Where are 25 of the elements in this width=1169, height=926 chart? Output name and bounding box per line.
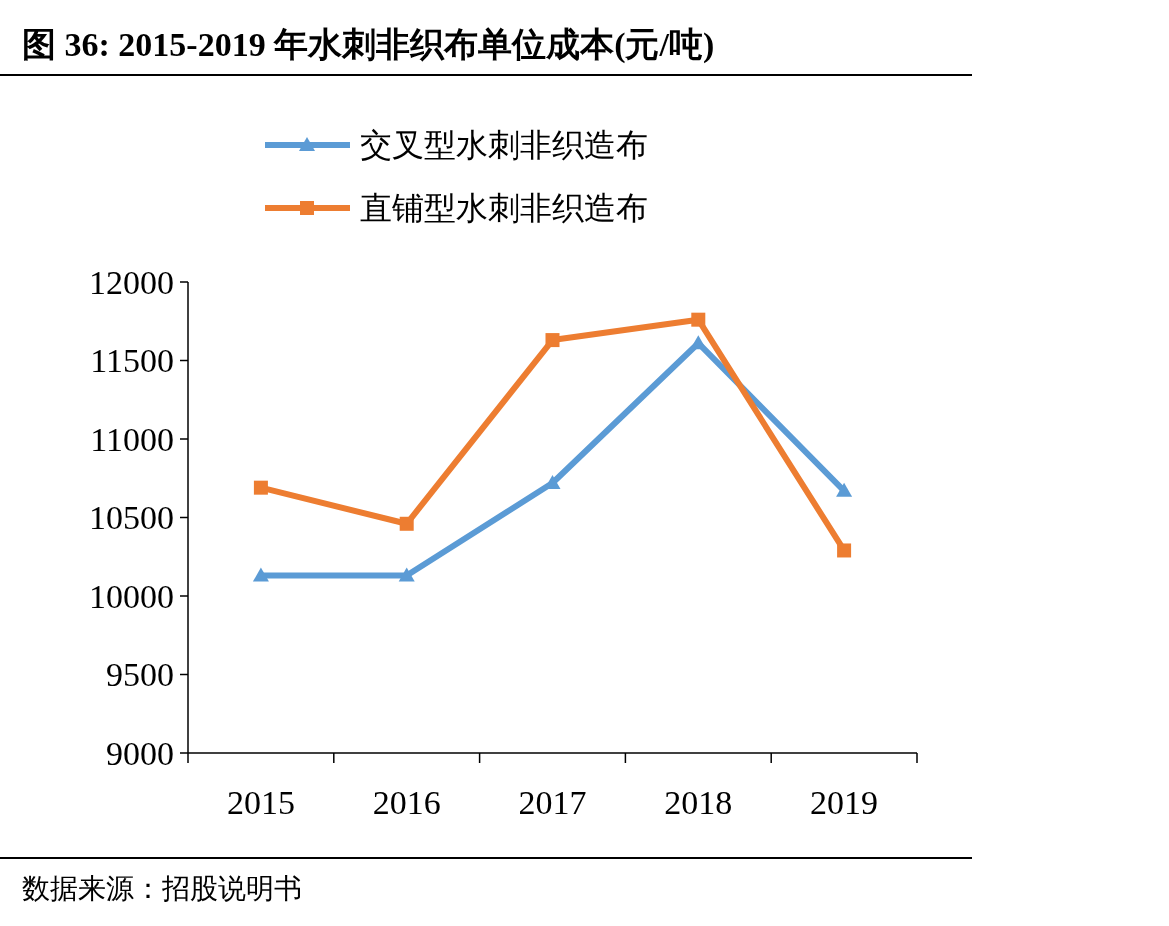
point [545, 333, 560, 348]
x-tick-label: 2016 [372, 784, 441, 821]
legend-label: 直铺型水刺非织造布 [360, 190, 648, 226]
y-tick-label: 10500 [89, 499, 174, 537]
x-tick-label: 2018 [664, 784, 733, 821]
legend-label: 交叉型水刺非织造布 [360, 127, 648, 163]
x-tick-label: 2017 [518, 784, 587, 821]
point [836, 482, 853, 497]
point [398, 567, 415, 582]
x-tick-label: 2019 [810, 784, 879, 821]
y-tick-label: 9000 [106, 734, 174, 772]
y-tick-label: 12000 [89, 263, 174, 301]
point [253, 480, 268, 495]
x-tick-label: 2015 [226, 784, 295, 821]
point [691, 312, 706, 327]
point [399, 516, 414, 531]
chart-title: 图 36: 2015-2019 年水刺非织布单位成本(元/吨) [22, 26, 715, 64]
y-tick-label: 11000 [90, 420, 174, 458]
point [252, 567, 269, 582]
y-tick-label: 9500 [106, 656, 174, 694]
point [837, 543, 852, 558]
point [690, 335, 707, 350]
source-note: 数据来源：招股说明书 [22, 873, 302, 904]
y-tick-label: 11500 [90, 342, 174, 380]
y-tick-label: 10000 [89, 577, 174, 615]
